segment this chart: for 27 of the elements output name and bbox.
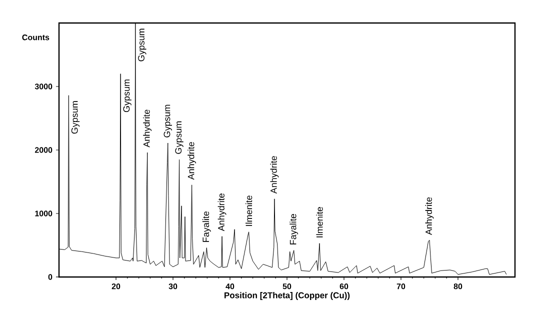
- x-tick-label: 30: [168, 284, 178, 290]
- annotation: Gypsum: [164, 104, 172, 138]
- annotation: Anhydrite: [218, 194, 226, 232]
- annotation: Anhydrite: [143, 110, 152, 148]
- y-tick-label: 2000: [34, 147, 52, 153]
- x-tick-label: 50: [282, 284, 292, 290]
- annotation: Gypsum: [138, 28, 146, 62]
- x-tick-label: 60: [340, 284, 348, 290]
- annotation: Anhydrite: [188, 142, 196, 180]
- y-tick-label: 1000: [35, 210, 52, 216]
- annotation: Gypsum: [123, 80, 132, 112]
- annotation: Anhydrite: [270, 156, 279, 194]
- annotation: Fayalite: [290, 214, 298, 244]
- annotation: Fayalite: [202, 211, 211, 242]
- x-tick-label: 70: [396, 284, 406, 290]
- annotation: Ilmenite: [316, 207, 323, 238]
- annotation: Gypsum: [175, 121, 184, 154]
- annotation: Ilmenite: [246, 196, 252, 226]
- x-axis-title: Position [2Theta] (Copper (Cu)): [224, 292, 350, 300]
- x-tick-label: 40: [226, 284, 234, 290]
- annotation: Anhydrite: [425, 197, 434, 235]
- annotation: Gypsum: [71, 101, 80, 134]
- y-tick-label: 3000: [34, 84, 52, 90]
- y-axis-title: Counts: [22, 34, 50, 40]
- x-tick-label: 80: [454, 284, 462, 290]
- y-tick-label: 0: [48, 274, 52, 280]
- x-tick-label: 20: [112, 284, 120, 290]
